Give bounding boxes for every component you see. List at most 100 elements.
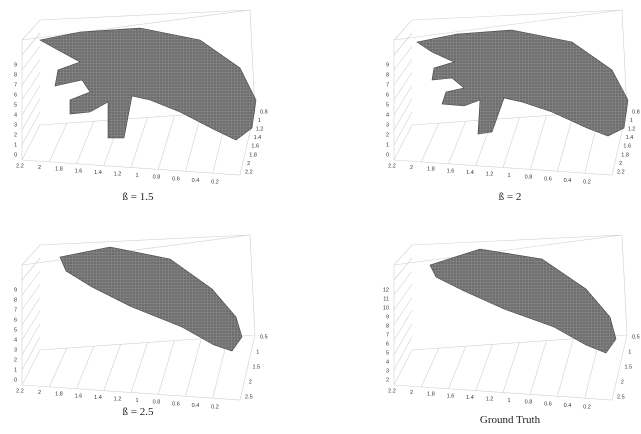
y-tick-label: 0.8 [260, 109, 268, 115]
z-tick-label: 8 [14, 72, 17, 78]
grid-line [77, 346, 94, 389]
x-tick-label: 0.2 [211, 404, 219, 410]
z-tick-label: 3 [14, 347, 17, 353]
z-tick-label: 7 [14, 307, 17, 313]
caption: Ground Truth [480, 414, 541, 426]
y-tick-label: 1.4 [626, 135, 634, 141]
grid-line [503, 118, 520, 168]
z-tick-label: 8 [14, 297, 17, 303]
caption: ß = 2.5 [123, 406, 154, 418]
z-tick-label: 2 [386, 132, 389, 138]
z-tick-label: 4 [14, 112, 17, 118]
x-tick-label: 2.2 [388, 388, 396, 394]
x-tick-label: 2.2 [388, 163, 396, 169]
y-tick-label: 1.5 [253, 364, 261, 370]
y-tick-label: 1 [628, 349, 631, 355]
grid-line [421, 123, 439, 162]
x-tick-label: 0.4 [192, 178, 200, 184]
grid-line [394, 271, 412, 295]
z-tick-label: 7 [386, 332, 389, 338]
x-tick-label: 0.6 [172, 401, 180, 407]
z-tick-label: 4 [14, 337, 17, 343]
grid-line [22, 99, 40, 130]
x-tick-label: 0.8 [153, 175, 161, 181]
z-tick-label: 1 [14, 367, 17, 373]
grid-line [22, 46, 40, 70]
z-tick-label: 12 [383, 287, 389, 293]
grid-line [394, 99, 412, 130]
grid-line [394, 324, 412, 355]
grid-line [49, 123, 67, 162]
x-tick-label: 0.6 [544, 401, 552, 407]
z-tick-label: 10 [383, 305, 389, 311]
grid-line [394, 284, 412, 310]
y-tick-label: 2 [249, 379, 252, 385]
grid-line [394, 33, 412, 55]
x-tick-label: 2 [410, 165, 413, 171]
x-tick-label: 1.8 [427, 392, 435, 398]
voxel-shape [40, 28, 256, 140]
z-tick-label: 6 [14, 92, 17, 98]
x-tick-label: 1.2 [486, 171, 494, 177]
z-tick-label: 6 [386, 92, 389, 98]
y-tick-label: 2 [247, 161, 250, 167]
grid-line [186, 339, 202, 397]
grid-line [394, 59, 412, 85]
z-tick-label: 2 [386, 377, 389, 383]
x-tick-label: 1 [507, 398, 510, 404]
z-tick-label: 3 [14, 122, 17, 128]
grid-line [22, 73, 40, 101]
x-tick-label: 1.8 [427, 167, 435, 173]
grid-line [394, 73, 412, 101]
grid-line [530, 116, 546, 170]
z-tick-label: 4 [386, 112, 389, 118]
grid-line [476, 344, 493, 390]
caption: ß = 1.5 [123, 191, 154, 203]
y-tick-label: 1 [630, 118, 633, 124]
grid-line [22, 324, 40, 355]
z-tick-label: 6 [386, 341, 389, 347]
z-tick-label: 7 [386, 82, 389, 88]
y-tick-label: 1 [258, 118, 261, 124]
x-tick-label: 1 [507, 173, 510, 179]
x-tick-label: 0.8 [525, 400, 533, 406]
x-tick-label: 2.2 [16, 388, 24, 394]
z-tick-label: 5 [14, 102, 17, 108]
grid-line [394, 112, 412, 145]
x-tick-label: 1.4 [466, 395, 474, 401]
x-tick-label: 0.6 [544, 176, 552, 182]
grid-line [394, 337, 412, 370]
grid-line [77, 121, 94, 164]
y-tick-label: 1.6 [623, 144, 631, 150]
z-tick-label: 8 [386, 72, 389, 78]
y-tick-label: 1.2 [628, 127, 636, 133]
x-tick-label: 2.2 [16, 163, 24, 169]
x-tick-label: 0.2 [583, 404, 591, 410]
grid-line [394, 86, 412, 115]
z-tick-label: 5 [386, 350, 389, 356]
z-tick-label: 0 [14, 377, 17, 383]
grid-line [394, 46, 412, 70]
z-tick-label: 9 [386, 314, 389, 320]
z-tick-label: 0 [14, 152, 17, 158]
z-tick-label: 9 [386, 62, 389, 68]
x-tick-label: 1 [135, 173, 138, 179]
x-tick-label: 1.2 [114, 171, 122, 177]
grid-line [22, 59, 40, 85]
z-tick-label: 3 [386, 122, 389, 128]
z-tick-label: 6 [14, 317, 17, 323]
grid-line [22, 112, 40, 145]
z-tick-label: 4 [386, 359, 389, 365]
z-tick-label: 5 [14, 327, 17, 333]
x-tick-label: 0.2 [583, 179, 591, 185]
grid-line [421, 348, 439, 387]
y-tick-label: 2.2 [245, 169, 253, 175]
grid-line [22, 337, 40, 370]
y-tick-label: 0.8 [632, 109, 640, 115]
x-tick-label: 0.4 [192, 403, 200, 409]
grid-line [131, 118, 148, 168]
y-tick-label: 2.5 [617, 394, 625, 400]
grid-line [158, 341, 174, 395]
z-tick-label: 5 [386, 102, 389, 108]
grid-line [503, 343, 520, 393]
